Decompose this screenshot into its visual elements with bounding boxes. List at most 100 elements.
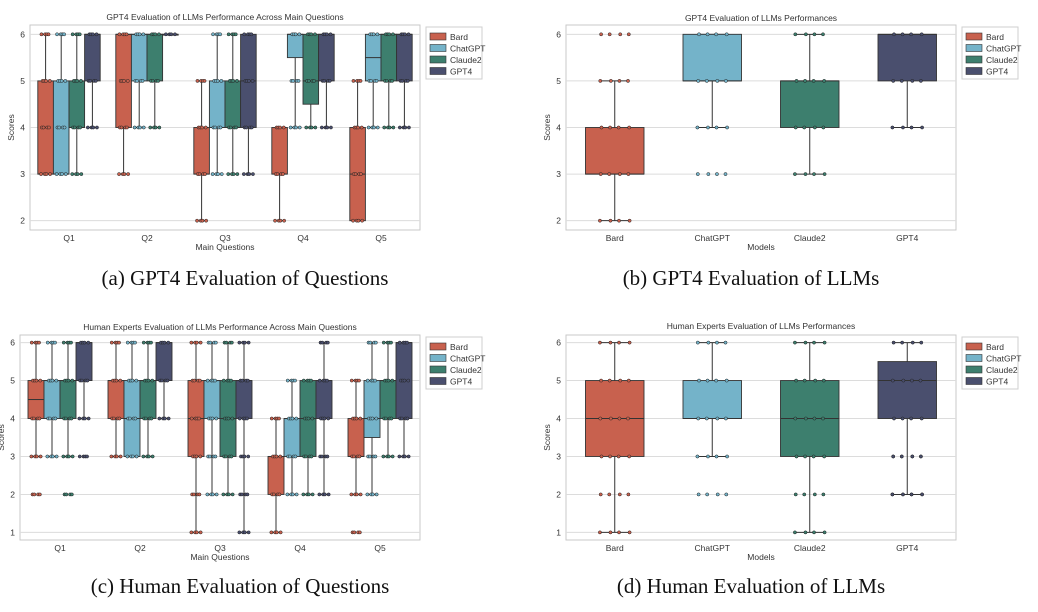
data-point [714,125,719,130]
y-tick-label: 5 [556,76,561,86]
chart-title: GPT4 Evaluation of LLMs Performance Acro… [106,12,343,22]
chart-title: Human Experts Evaluation of LLMs Perform… [83,322,357,332]
data-point [135,79,140,83]
data-point [160,378,164,383]
x-tick-label: Bard [606,233,624,243]
data-point [617,79,622,83]
data-point [617,218,621,223]
legend-swatch-GPT4 [429,67,447,75]
data-point [617,172,622,176]
data-point [715,416,720,421]
data-point [274,454,279,459]
data-point [384,79,389,83]
data-point [695,340,700,345]
data-point [237,416,242,421]
box-Q5-GPT4 [396,32,413,130]
data-point [47,79,52,83]
data-point [275,172,280,176]
data-point [219,79,224,83]
box-body [107,380,125,419]
data-point [812,530,816,535]
data-point [608,530,613,535]
data-point [85,454,89,459]
data-point [695,172,700,176]
data-point [715,492,720,497]
data-point [205,378,210,383]
box-body [43,380,61,419]
data-point [599,378,603,383]
legend-swatch-Claude2 [429,55,447,64]
data-point [626,172,631,176]
legend-swatch-GPT4 [429,377,447,385]
legend-swatch-Bard [429,342,447,351]
data-point [804,416,808,421]
data-point [211,32,215,37]
data-point [909,416,913,421]
data-point [892,32,896,37]
data-point [406,378,411,383]
data-point [130,378,135,383]
box-Q3-ChatGPT [208,32,226,176]
data-point [793,125,798,130]
data-point [128,416,132,421]
data-point [919,32,924,37]
data-point [900,32,905,37]
data-point [357,454,362,459]
data-point [141,340,146,345]
data-point [45,340,50,345]
data-point [237,530,242,535]
data-point [323,492,327,497]
data-point [352,454,356,459]
data-point [793,416,798,421]
data-point [109,454,114,459]
data-point [919,79,923,83]
box-body [877,33,937,82]
y-tick-label: 3 [10,451,15,461]
data-point [322,79,327,83]
box-Q3-GPT4 [235,340,253,535]
data-point [281,172,285,176]
box-body [302,33,320,105]
data-point [697,32,701,37]
data-point [387,125,392,130]
box-Q4-Claude2 [299,378,317,497]
data-point [320,340,325,345]
data-point [227,492,231,497]
data-point [374,416,379,421]
data-point [169,32,174,37]
data-point [697,378,701,383]
data-point [297,32,302,37]
legend-label: GPT4 [450,377,472,387]
data-point [403,125,408,130]
data-point [812,340,816,345]
box-body [380,33,398,82]
data-point [309,454,314,459]
y-tick-label: 1 [10,527,15,537]
box-body [877,361,937,419]
data-point [821,492,826,497]
data-point [310,492,315,497]
data-point [149,416,154,421]
data-point [122,79,126,83]
box-body [315,380,333,419]
data-point [812,172,816,176]
data-point [910,79,915,83]
data-point [153,32,158,37]
box-Q2-GPT4 [155,340,173,421]
legend-label: ChatGPT [450,354,485,364]
data-point [366,125,371,130]
box-Q5-Bard [347,378,365,535]
data-point [391,32,395,37]
data-point [724,378,729,383]
data-point [371,492,375,497]
data-point [369,79,374,83]
data-point [32,492,37,497]
data-point [246,454,251,459]
y-tick-label: 2 [556,489,561,499]
data-point [306,416,311,421]
data-point [901,125,905,130]
data-point [909,492,914,497]
data-point [91,125,96,130]
data-point [118,378,123,383]
data-point [398,125,402,130]
